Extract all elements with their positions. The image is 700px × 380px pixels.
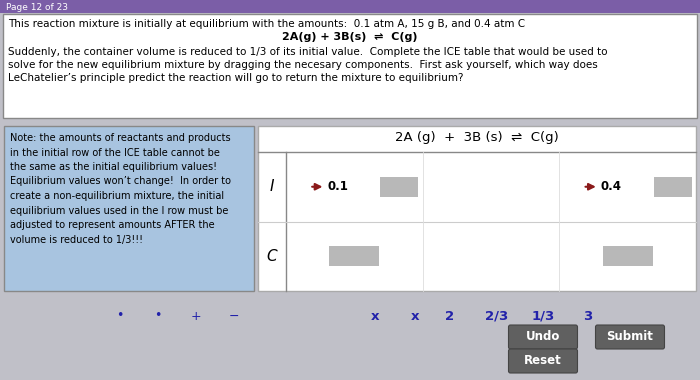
FancyBboxPatch shape [3,14,697,118]
FancyBboxPatch shape [0,0,700,13]
FancyBboxPatch shape [329,246,379,266]
Text: •: • [116,309,124,323]
Text: 2: 2 [445,309,454,323]
Text: create a non-equilibrium mixture, the initial: create a non-equilibrium mixture, the in… [10,191,224,201]
Text: 2A (g)  +  3B (s)  ⇌  C(g): 2A (g) + 3B (s) ⇌ C(g) [395,131,559,144]
FancyBboxPatch shape [508,325,578,349]
Text: 2A(g) + 3B(s)  ⇌  C(g): 2A(g) + 3B(s) ⇌ C(g) [282,32,418,42]
Text: x: x [411,309,419,323]
Text: Note: the amounts of reactants and products: Note: the amounts of reactants and produ… [10,133,230,143]
Text: Equilibrium values won’t change!  In order to: Equilibrium values won’t change! In orde… [10,176,231,187]
FancyBboxPatch shape [654,177,692,197]
Text: x: x [371,309,379,323]
Text: −: − [229,309,239,323]
Text: C: C [267,249,277,264]
Text: Reset: Reset [524,355,562,367]
Text: LeChatelier’s principle predict the reaction will go to return the mixture to eq: LeChatelier’s principle predict the reac… [8,73,463,83]
FancyBboxPatch shape [4,126,254,291]
Text: solve for the new equilibrium mixture by dragging the necesary components.  Firs: solve for the new equilibrium mixture by… [8,60,598,70]
Text: 3: 3 [583,309,593,323]
Text: in the initial row of the ICE table cannot be: in the initial row of the ICE table cann… [10,147,220,157]
FancyBboxPatch shape [603,246,652,266]
FancyBboxPatch shape [596,325,664,349]
Text: Undo: Undo [526,331,560,344]
Text: Suddenly, the container volume is reduced to 1/3 of its initial value.  Complete: Suddenly, the container volume is reduce… [8,47,608,57]
Text: 0.4: 0.4 [601,180,622,193]
Text: •: • [154,309,162,323]
Text: I: I [270,179,274,194]
Text: This reaction mixture is initially at equilibrium with the amounts:  0.1 atm A, : This reaction mixture is initially at eq… [8,19,525,29]
FancyBboxPatch shape [508,349,578,373]
FancyBboxPatch shape [258,126,696,291]
Text: 2/3: 2/3 [485,309,509,323]
Text: +: + [190,309,202,323]
Text: Submit: Submit [607,331,653,344]
Text: the same as the initial equilibrium values!: the same as the initial equilibrium valu… [10,162,217,172]
Text: 1/3: 1/3 [531,309,554,323]
Text: adjusted to represent amounts AFTER the: adjusted to represent amounts AFTER the [10,220,215,230]
FancyBboxPatch shape [380,177,419,197]
Text: Page 12 of 23: Page 12 of 23 [6,3,68,11]
Text: volume is reduced to 1/3!!!: volume is reduced to 1/3!!! [10,234,143,244]
Text: equilibrium values used in the I row must be: equilibrium values used in the I row mus… [10,206,228,215]
Text: 0.1: 0.1 [328,180,348,193]
